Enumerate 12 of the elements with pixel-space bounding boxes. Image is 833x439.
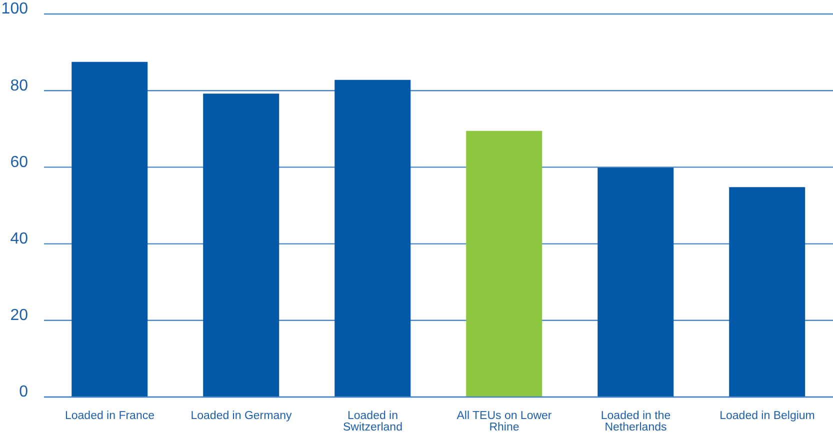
x-tick-label: All TEUs on Lower Rhine [456,410,552,434]
x-tick-label: Loaded in Germany [190,410,292,422]
y-tick-label: 60 [10,154,28,171]
y-tick-label: 80 [10,77,28,94]
y-tick-label: 40 [10,230,28,248]
x-tick-label: Loaded in France [64,410,155,422]
x-tick-label: Loaded in the Netherlands [600,410,671,434]
y-tick-label: 0 [19,384,28,401]
y-tick-label: 20 [10,307,28,324]
x-tick-label: Loaded in Switzerland [343,410,402,434]
y-tick-label: 100 [1,0,28,18]
x-tick-label: Loaded in Belgium [720,410,815,422]
